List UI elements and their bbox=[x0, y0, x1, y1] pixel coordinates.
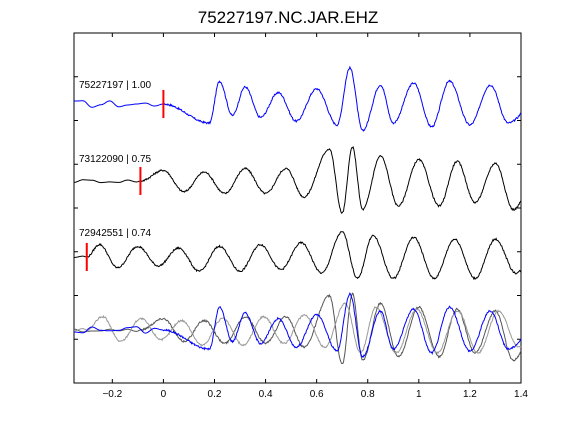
overlay-traces bbox=[73, 291, 522, 364]
x-tick-label: 0.6 bbox=[310, 389, 324, 400]
trace-label: 72942551 | 0.74 bbox=[79, 228, 152, 239]
chart-title: 75227197.NC.JAR.EHZ bbox=[198, 8, 378, 27]
overlay-line bbox=[74, 291, 522, 358]
x-tick-label: 1.2 bbox=[463, 389, 477, 400]
x-tick-label: 0.4 bbox=[259, 389, 273, 400]
x-tick-label: −0.2 bbox=[102, 389, 122, 400]
overlay-line bbox=[73, 292, 522, 364]
x-tick-label: 1.4 bbox=[514, 389, 528, 400]
pick-markers bbox=[85, 90, 165, 271]
trace-labels: 75227197 | 1.00 73122090 | 0.75 72942551 |… bbox=[79, 80, 152, 239]
x-tick-label: 0.2 bbox=[208, 389, 222, 400]
traces bbox=[74, 65, 522, 281]
overlay-line bbox=[73, 302, 522, 355]
x-tick-label: 1 bbox=[416, 389, 422, 400]
trace-line bbox=[74, 231, 522, 281]
x-tick-label: 0 bbox=[161, 389, 167, 400]
trace-line bbox=[74, 65, 522, 132]
x-ticks: −0.2 0 0.2 0.4 0.6 0.8 1 1.2 1.4 bbox=[102, 33, 528, 400]
trace-label: 75227197 | 1.00 bbox=[79, 80, 152, 91]
x-tick-label: 0.8 bbox=[361, 389, 375, 400]
trace-label: 73122090 | 0.75 bbox=[79, 154, 152, 165]
trace-line bbox=[74, 145, 522, 214]
y-ticks bbox=[74, 32, 521, 384]
